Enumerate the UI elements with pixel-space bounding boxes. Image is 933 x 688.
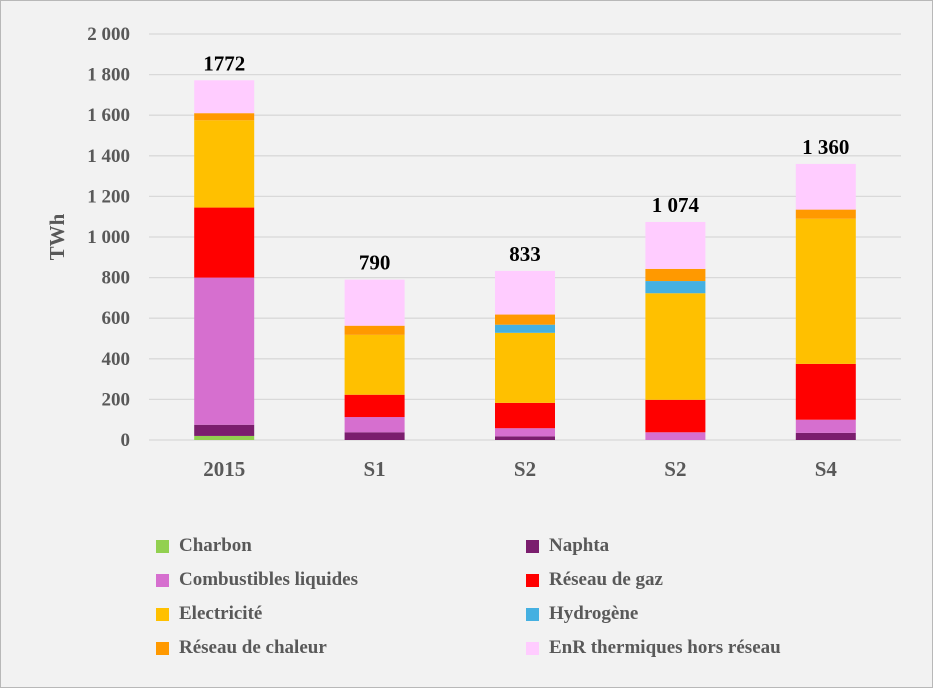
x-category-label: S4 — [815, 457, 838, 481]
bar-segment — [344, 279, 405, 326]
bar-segment — [194, 120, 255, 208]
chart-plot: 0 200 400 600 800 1 000 1 200 1 400 1 600 1 800 2 … — [45, 24, 901, 481]
x-category-label: S2 — [514, 457, 536, 481]
bar-segment — [194, 435, 255, 440]
legend-swatch — [156, 641, 169, 655]
y-axis-title: TWh — [45, 213, 69, 260]
y-tick-label: 400 — [102, 349, 131, 370]
legend-swatch — [526, 539, 539, 553]
legend-label: Electricité — [179, 603, 263, 624]
bar-segment — [795, 209, 856, 219]
legend-swatch — [526, 573, 539, 587]
bar-segment — [194, 277, 255, 425]
legend-swatch — [526, 641, 539, 655]
bar-segment — [645, 399, 706, 433]
y-tick-label: 800 — [102, 268, 131, 289]
bar-total-label: 1 360 — [802, 135, 849, 159]
legend-swatch — [526, 607, 539, 621]
bar-segment — [194, 113, 255, 121]
y-tick-label: 1 600 — [87, 105, 130, 126]
bar-segment — [344, 394, 405, 418]
bar-segment — [344, 325, 405, 335]
bar-segment — [194, 424, 255, 436]
legend-swatch — [156, 573, 169, 587]
bar-segment — [795, 432, 856, 440]
bar-segment — [344, 334, 405, 395]
bar-segment — [495, 324, 555, 333]
legend-item: Electricité — [156, 603, 262, 625]
y-tick-label: 1 000 — [87, 227, 130, 248]
bars — [194, 80, 856, 440]
legend-label: Réseau de gaz — [549, 569, 663, 590]
total-labels: 1772 790 833 1 074 1 360 — [203, 51, 849, 274]
legend-item: Charbon — [156, 535, 252, 557]
legend-item: Réseau de gaz — [526, 569, 663, 591]
bar-segment — [495, 314, 555, 325]
bar-segment — [645, 221, 706, 269]
y-axis-ticks: 0 200 400 600 800 1 000 1 200 1 400 1 600 1 800 2 … — [87, 24, 130, 451]
bar-segment — [645, 281, 706, 294]
y-tick-label: 0 — [121, 430, 131, 451]
legend-label: Réseau de chaleur — [179, 637, 327, 658]
bar-segment — [495, 402, 555, 429]
bar-total-label: 833 — [509, 242, 541, 266]
legend-label: Naphta — [549, 535, 610, 556]
bar-total-label: 1 074 — [652, 193, 700, 217]
legend-item: Réseau de chaleur — [156, 637, 327, 659]
legend-item: Naphta — [526, 535, 609, 557]
y-tick-label: 600 — [102, 308, 131, 329]
bar-total-label: 790 — [359, 251, 391, 275]
legend-item: Hydrogène — [526, 603, 638, 625]
legend-label: EnR thermiques hors réseau — [549, 637, 781, 658]
y-tick-label: 1 800 — [87, 65, 130, 86]
x-category-label: S1 — [364, 457, 386, 481]
x-category-label: 2015 — [203, 457, 245, 481]
y-tick-label: 2 000 — [87, 24, 130, 45]
x-axis-categories: 2015 S1 S2 S2 S4 — [203, 457, 837, 481]
bar-segment — [645, 268, 706, 282]
bar-total-label: 1772 — [203, 51, 245, 75]
bar-segment — [495, 332, 555, 403]
bar-segment — [795, 163, 856, 210]
legend-swatch — [156, 539, 169, 553]
y-tick-label: 1 200 — [87, 186, 130, 207]
legend-label: Charbon — [179, 535, 252, 556]
bar-segment — [495, 270, 555, 315]
y-tick-label: 1 400 — [87, 146, 130, 167]
bar-segment — [344, 432, 405, 440]
legend-label: Hydrogène — [549, 603, 639, 624]
bar-segment — [194, 207, 255, 278]
x-category-label: S2 — [664, 457, 686, 481]
bar-segment — [645, 432, 706, 440]
legend-label: Combustibles liquides — [179, 569, 358, 590]
bar-segment — [194, 80, 255, 114]
bar-segment — [795, 419, 856, 433]
bar-segment — [495, 428, 555, 437]
bar-segment — [795, 363, 856, 420]
legend-item: EnR thermiques hors réseau — [526, 637, 781, 659]
legend-swatch — [156, 607, 169, 621]
y-tick-label: 200 — [102, 389, 131, 410]
legend-item: Combustibles liquides — [156, 569, 358, 591]
bar-segment — [495, 436, 555, 440]
bar-segment — [795, 218, 856, 364]
bar-segment — [344, 417, 405, 433]
bar-segment — [645, 293, 706, 400]
